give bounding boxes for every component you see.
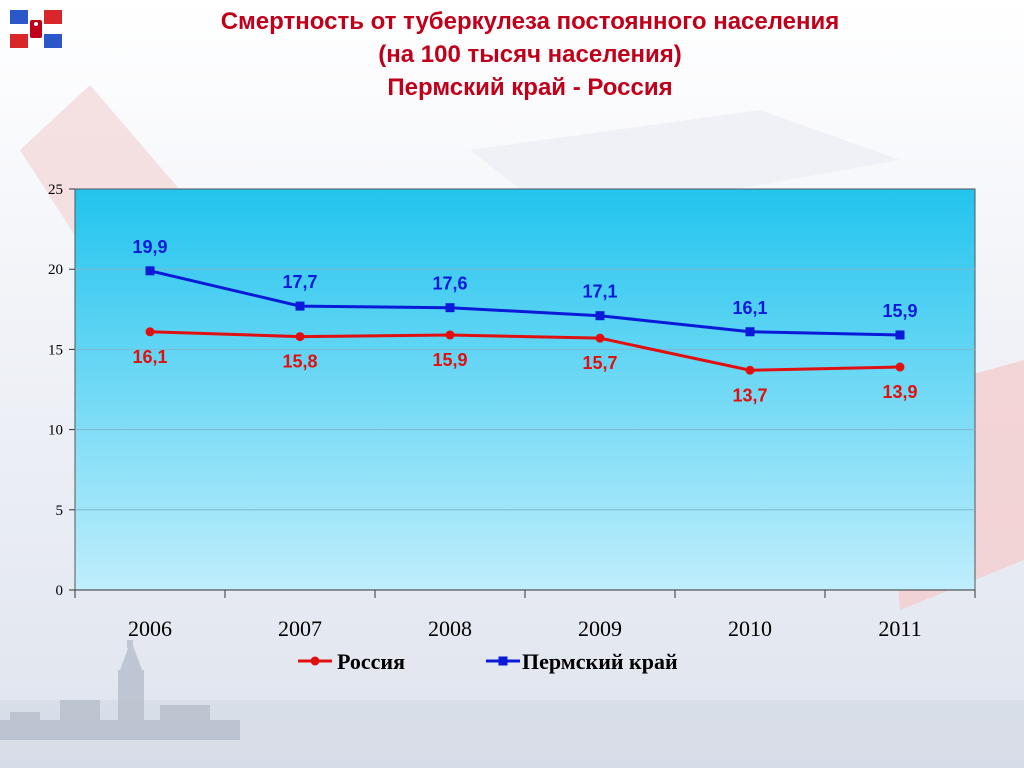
series-line	[149, 330, 901, 372]
y-tick-label: 5	[56, 503, 64, 519]
title-line-1: Смертность от туберкулеза постоянного на…	[220, 8, 840, 35]
data-label: 16,1	[132, 347, 167, 367]
data-label: 16,1	[732, 298, 767, 318]
data-label: 13,7	[732, 385, 767, 405]
data-label: 15,7	[582, 353, 617, 373]
data-label: 17,6	[432, 274, 467, 294]
data-point	[895, 330, 905, 340]
legend-marker	[310, 656, 320, 666]
data-point	[595, 311, 605, 321]
perm-flag-emblem-icon	[10, 10, 62, 48]
x-tick-label: 2007	[278, 616, 322, 641]
title-line-3: Пермский край - Россия	[387, 74, 673, 101]
x-tick-label: 2011	[878, 616, 921, 641]
data-label: 15,8	[282, 352, 317, 372]
series-russia: 16,1 15,8 15,9 15,7 13,7 13,9	[132, 327, 918, 405]
y-tick-label: 10	[48, 423, 63, 439]
legend-label: Россия	[337, 649, 405, 674]
data-label: 13,9	[882, 382, 917, 402]
x-tick-label: 2009	[578, 616, 622, 641]
data-label: 15,9	[432, 350, 467, 370]
series-line	[149, 269, 901, 337]
data-point	[595, 333, 605, 343]
legend-marker	[498, 656, 508, 666]
data-point	[445, 303, 455, 313]
y-tick-label: 0	[56, 583, 64, 599]
plot-area	[74, 188, 976, 591]
data-point	[745, 365, 755, 375]
title-line-2: (на 100 тысяч населения)	[378, 41, 682, 68]
y-tick-label: 25	[48, 182, 63, 198]
data-label: 17,1	[582, 282, 617, 302]
y-tick-label: 20	[48, 262, 63, 278]
data-label: 17,7	[282, 272, 317, 292]
x-tick-label: 2008	[428, 616, 472, 641]
y-tick-label: 15	[48, 342, 63, 358]
chart-title: Смертность от туберкулеза постоянного на…	[80, 5, 980, 104]
data-point	[895, 362, 905, 372]
data-point	[295, 332, 305, 342]
data-point	[445, 330, 455, 340]
data-point	[145, 327, 155, 337]
city-silhouette	[0, 640, 240, 740]
legend-label: Пермский край	[522, 649, 678, 674]
data-label: 15,9	[882, 301, 917, 321]
series-perm: 19,9 17,7 17,6 17,1 16,1 15,9	[132, 237, 918, 340]
data-label: 19,9	[132, 237, 167, 257]
x-tick-label: 2010	[728, 616, 772, 641]
x-tick-label: 2006	[128, 616, 172, 641]
data-point	[145, 266, 155, 276]
data-point	[295, 301, 305, 311]
data-point	[745, 327, 755, 337]
